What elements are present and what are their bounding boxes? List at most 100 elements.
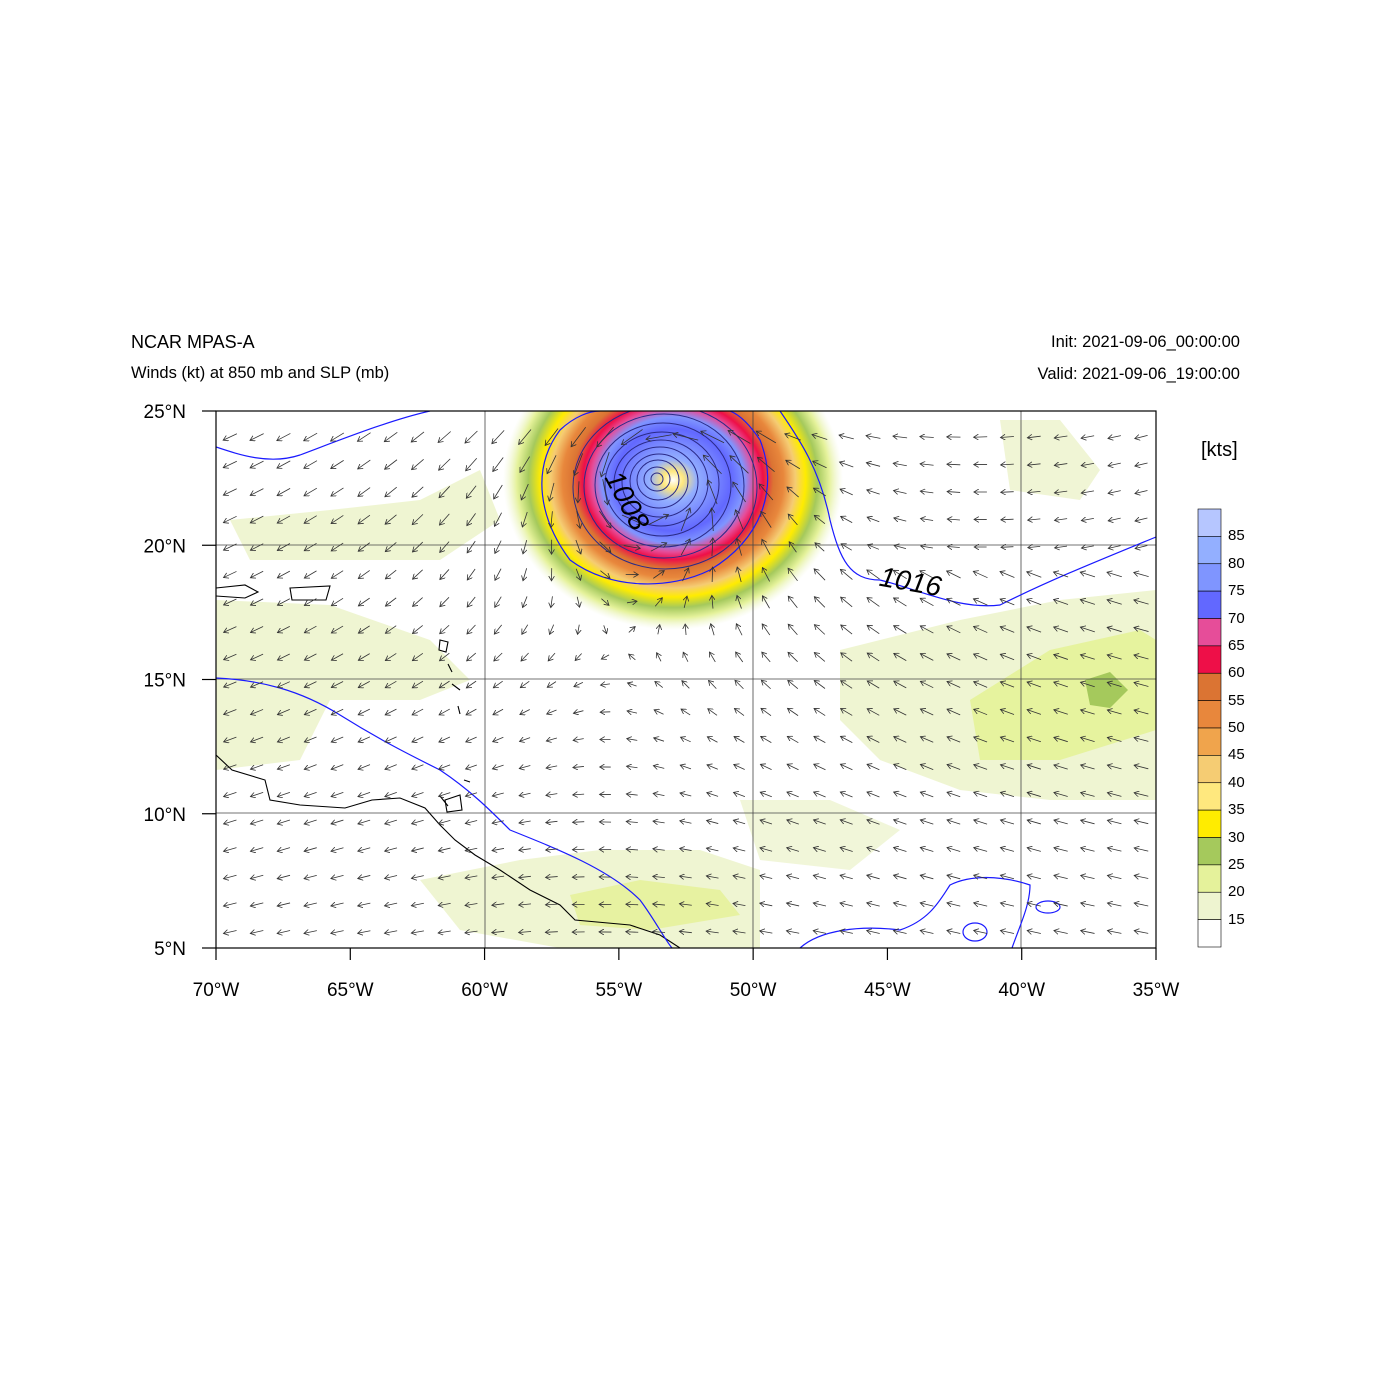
wind-vector [1053,572,1069,578]
wind-vector [385,876,398,879]
wind-vector [466,708,477,715]
wind-vector [920,764,934,770]
colorbar-swatch [1197,700,1222,729]
wind-vector [1027,737,1042,743]
wind-vector [1027,820,1041,825]
wind-vector [1081,710,1095,715]
wind-vector [684,596,687,608]
wind-vector [331,875,344,878]
wind-vector [1054,875,1068,878]
wind-vector [412,736,424,742]
wind-vector [439,486,451,497]
wind-vector [786,931,800,934]
wind-vector [733,848,746,851]
wind-vector [304,791,317,796]
wind-vector [1027,572,1042,578]
wind-vector [358,625,370,633]
wind-vector [412,486,424,497]
wind-vector [733,931,746,933]
colorbar-swatch [1197,563,1222,592]
wind-vector [304,875,317,878]
wind-vector [658,625,660,635]
wind-vector [947,626,961,634]
wind-vector [304,653,317,660]
wind-vector [277,736,290,742]
wind-vector [466,765,477,769]
wind-vector [701,431,725,444]
wind-vector [385,764,397,770]
wind-vector [331,653,344,660]
wind-vector [920,626,934,634]
wind-vector [894,764,907,771]
wind-vector [1054,793,1068,797]
wind-vector [921,546,933,548]
wind-vector [707,820,719,823]
wind-vector [412,459,424,469]
wind-vector [712,567,713,583]
wind-vector [814,653,826,662]
wind-vector [706,904,719,906]
wind-vector [735,680,744,690]
wind-vector [223,460,237,467]
wind-vector [974,654,988,661]
wind-vector [653,571,664,579]
wind-vector [708,680,717,689]
wind-vector [813,848,826,852]
wind-vector [1054,599,1069,605]
wind-vector [277,931,291,934]
wind-vector [1027,654,1042,660]
colorbar-label: 25 [1228,855,1245,873]
wind-vector [734,737,745,743]
wind-vector [277,903,291,906]
wind-vector [1000,792,1015,798]
wind-vector [1000,627,1015,633]
wind-vector [893,903,907,906]
wind-vector [973,599,988,606]
wind-vector [440,569,450,579]
wind-vector [813,461,827,469]
wind-vectors [223,426,1149,934]
wind-vector [841,625,853,635]
wind-vector [224,626,237,633]
wind-vector [786,903,800,906]
wind-vector [840,462,854,468]
wind-vector [654,710,664,714]
wind-vector [304,487,318,496]
wind-vector [757,457,775,473]
wind-vector [655,681,663,688]
wind-vector [730,456,749,474]
colorbar-label: 50 [1228,719,1245,736]
wind-vector [867,570,880,580]
wind-vector [866,463,881,467]
wind-vector [304,460,318,469]
wind-vector [573,822,585,823]
wind-vector [551,511,553,527]
wind-vector [304,432,318,441]
wind-vector [1027,792,1041,797]
wind-vector [1134,931,1149,934]
wind-vector [626,821,638,822]
wind-vector [947,737,961,743]
wind-vector [680,508,690,532]
wind-vector [762,596,770,609]
wind-vector [654,738,665,741]
wind-vector [841,681,853,689]
wind-vector [682,681,690,689]
wind-vector [1054,491,1068,493]
colorbar-swatch [1197,590,1222,619]
wind-vector [494,512,502,527]
wind-vector [1054,765,1068,770]
wind-vector [493,736,504,741]
wind-vector [841,709,853,716]
wind-vector [277,626,290,632]
shade-band-east-core [1085,672,1128,708]
wind-vector [465,904,478,906]
wind-vector [1054,655,1069,660]
wind-vector [277,570,291,578]
wind-vector [840,875,853,879]
wind-vector [331,764,344,770]
wind-vector [467,652,477,661]
wind-vector [304,598,317,606]
wind-vector [760,848,773,851]
wind-vector [920,903,934,906]
